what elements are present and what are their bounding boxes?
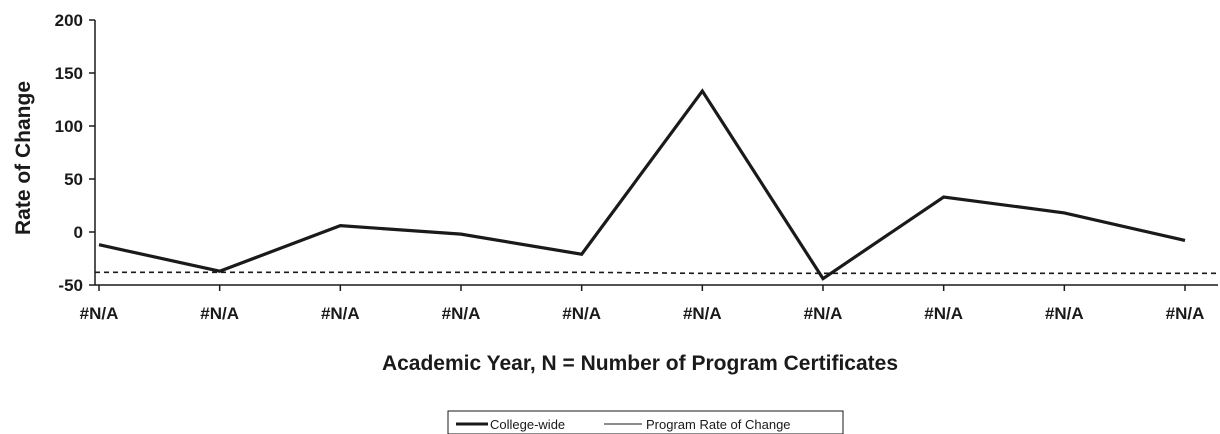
x-axis: #N/A #N/A #N/A #N/A #N/A #N/A #N/A #N/A #N/A #N/A (80, 284, 1218, 323)
x-tick-label: #N/A (321, 304, 360, 323)
x-tick-label: #N/A (683, 304, 722, 323)
series-line-program-rate-of-change (95, 271, 1218, 275)
y-axis-title: Rate of Change (12, 81, 35, 235)
y-tick-label: 0 (74, 223, 83, 242)
x-tick-label: #N/A (804, 304, 843, 323)
x-axis-title: Academic Year, N = Number of Program Cer… (382, 352, 898, 375)
legend-label-college-wide: College-wide (490, 417, 565, 432)
x-tick-label: #N/A (200, 304, 239, 323)
x-tick-label: #N/A (562, 304, 601, 323)
legend: College-wide Program Rate of Change (447, 410, 844, 434)
x-tick-label: #N/A (80, 304, 119, 323)
x-tick-label: #N/A (1166, 304, 1205, 323)
legend-label-program-rate-of-change: Program Rate of Change (646, 417, 791, 432)
x-tick-label: #N/A (1045, 304, 1084, 323)
x-tick-label: #N/A (442, 304, 481, 323)
series-line-college-wide (98, 88, 1186, 281)
x-tick-label: #N/A (924, 304, 963, 323)
y-axis: 200 150 100 50 0 -50 (55, 11, 96, 295)
y-tick-label: -50 (58, 276, 83, 295)
chart-series (95, 88, 1218, 281)
y-tick-label: 50 (64, 170, 83, 189)
legend-box (447, 410, 844, 434)
y-tick-label: 100 (55, 117, 83, 136)
y-tick-label: 150 (55, 64, 83, 83)
y-tick-label: 200 (55, 11, 83, 30)
